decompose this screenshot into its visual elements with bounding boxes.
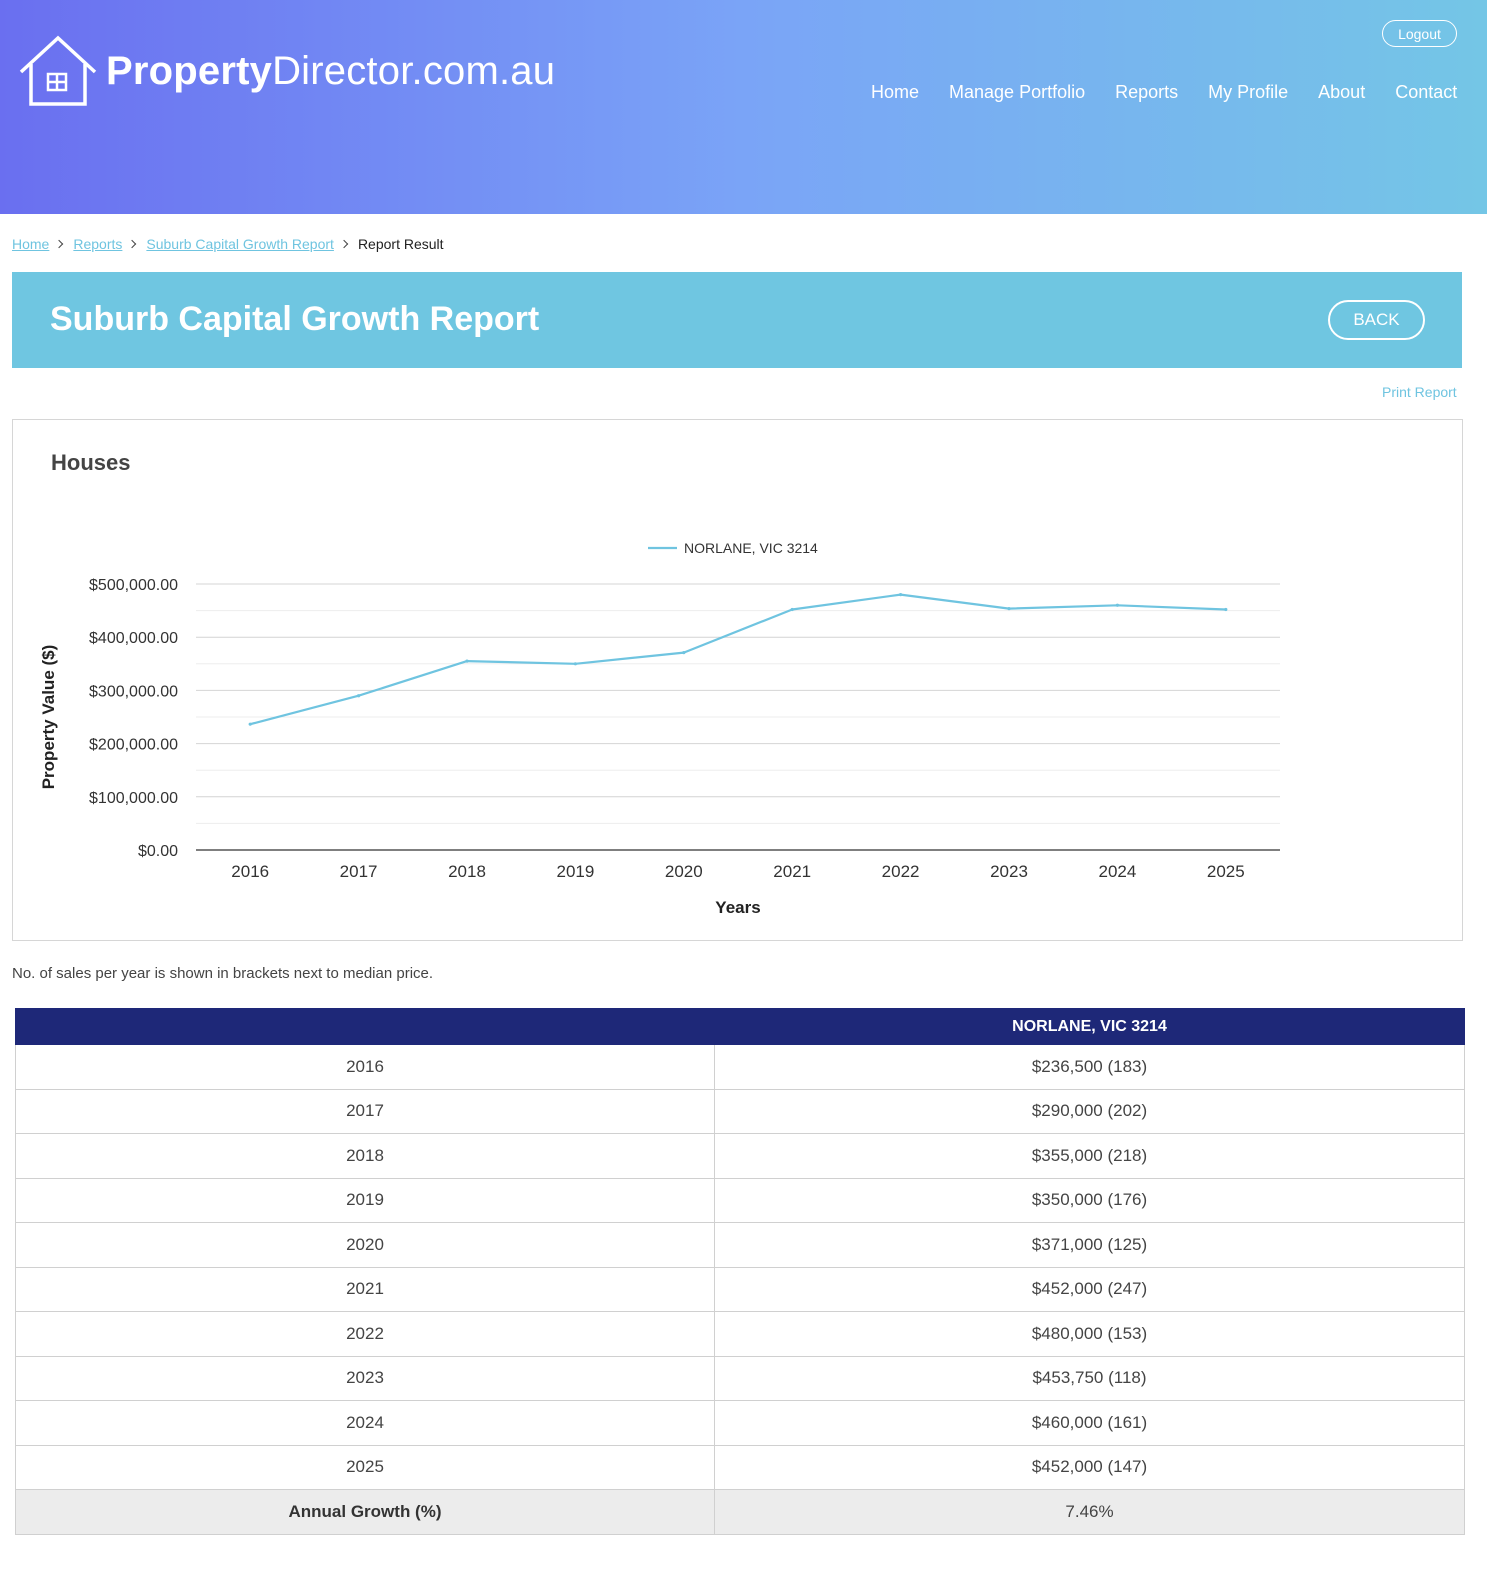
chart-section-title: Houses [51,450,131,475]
print-report-link[interactable]: Print Report [1382,384,1457,400]
breadcrumb: Home Reports Suburb Capital Growth Repor… [12,236,444,252]
median-price-cell: $460,000 (161) [714,1400,1465,1446]
table-header-row: NORLANE, VIC 3214 [15,1008,1465,1045]
main-nav: Home Manage Portfolio Reports My Profile… [871,82,1457,103]
data-point [899,593,903,597]
breadcrumb-reports[interactable]: Reports [73,236,123,252]
table-row: 2025 $452,000 (147) [15,1444,1465,1490]
median-price-cell: $480,000 (153) [714,1311,1465,1357]
x-tick-label: 2020 [665,862,703,881]
data-point [465,659,469,663]
table-row: 2018 $355,000 (218) [15,1133,1465,1179]
median-price-cell: $371,000 (125) [714,1222,1465,1268]
table-row: 2017 $290,000 (202) [15,1088,1465,1134]
chevron-right-icon [55,239,64,249]
breadcrumb-current: Report Result [357,236,444,252]
site-logo[interactable]: PropertyDirector.com.au [18,34,555,108]
nav-reports[interactable]: Reports [1115,82,1179,102]
chevron-right-icon [339,239,349,249]
x-tick-label: 2024 [1098,862,1136,881]
data-point [1224,607,1228,612]
x-tick-label: 2022 [882,862,920,881]
year-cell: 2019 [15,1177,715,1223]
table-row: 2023 $453,750 (118) [15,1355,1465,1401]
year-cell: 2018 [15,1133,715,1179]
year-cell: 2023 [15,1355,715,1401]
logout-button[interactable]: Logout [1382,20,1457,47]
annual-growth-label: Annual Growth (%) [15,1489,715,1535]
year-cell: 2017 [15,1088,715,1134]
data-point [682,651,686,655]
median-price-cell: $290,000 (202) [714,1088,1465,1134]
annual-growth-row: Annual Growth (%) 7.46% [15,1489,1465,1535]
x-tick-label: 2017 [340,862,378,881]
table-row: 2019 $350,000 (176) [15,1177,1465,1223]
median-price-cell: $452,000 (247) [714,1266,1465,1312]
table-header-suburb: NORLANE, VIC 3214 [714,1008,1465,1045]
breadcrumb-home[interactable]: Home [12,236,50,252]
median-price-cell: $453,750 (118) [714,1355,1465,1401]
table-row: 2021 $452,000 (247) [15,1266,1465,1312]
nav-contact[interactable]: Contact [1395,82,1458,102]
year-cell: 2020 [15,1222,715,1268]
table-row: 2020 $371,000 (125) [15,1222,1465,1268]
x-tick-label: 2021 [773,862,811,881]
median-price-cell: $355,000 (218) [714,1133,1465,1179]
legend-label: NORLANE, VIC 3214 [684,540,818,556]
sales-note: No. of sales per year is shown in bracke… [12,965,434,982]
y-tick-label: $400,000.00 [89,630,178,647]
nav-about[interactable]: About [1318,82,1366,102]
x-tick-label: 2019 [556,862,594,881]
table-row: 2016 $236,500 (183) [15,1044,1465,1090]
year-cell: 2016 [15,1044,715,1090]
logo-text: PropertyDirector.com.au [106,49,555,94]
y-tick-label: $300,000.00 [89,683,178,700]
annual-growth-value: 7.46% [714,1489,1465,1535]
logo-text-rest: Director.com.au [272,48,556,93]
y-tick-label: $200,000.00 [89,737,178,754]
page-title: Suburb Capital Growth Report [50,300,540,338]
year-cell: 2022 [15,1311,715,1357]
series-line [249,593,1226,726]
house-icon [19,35,97,106]
y-tick-label: $0.00 [138,843,178,860]
data-point [790,607,794,612]
table-row: 2022 $480,000 (153) [15,1311,1465,1357]
table-body: 2016 $236,500 (183) 2017 $290,000 (202) 2018… [15,1044,1465,1535]
nav-my-profile[interactable]: My Profile [1208,82,1289,102]
y-tick-label: $100,000.00 [89,790,178,807]
chevron-right-icon [128,239,137,249]
line-chart: $0.00 $100,000.00 $200,000.00 $300,000.00 $4… [39,540,1280,917]
logo-text-bold: Property [106,48,273,93]
year-cell: 2021 [15,1266,715,1312]
chart-panel: $0.00 $100,000.00 $200,000.00 $300,000.00 $4… [12,419,1463,941]
x-axis-title: Years [715,898,760,917]
data-point [573,662,578,666]
x-tick-label: 2016 [231,862,269,881]
median-price-cell: $452,000 (147) [714,1444,1465,1490]
results-table: NORLANE, VIC 3214 2016 $236,500 (183) 2017… [15,1008,1465,1535]
year-cell: 2025 [15,1444,715,1490]
x-tick-label: 2018 [448,862,486,881]
report-banner: Suburb Capital Growth Report BACK [12,272,1462,368]
breadcrumb-suburb-report[interactable]: Suburb Capital Growth Report [146,236,334,252]
site-header: PropertyDirector.com.au Logout Home Mana… [0,0,1487,214]
y-tick-label: $500,000.00 [89,577,178,594]
table-header-empty [15,1008,715,1045]
median-price-cell: $350,000 (176) [714,1177,1465,1223]
data-point [357,694,361,698]
nav-home[interactable]: Home [871,82,920,102]
data-point [1007,607,1011,611]
table-row: 2024 $460,000 (161) [15,1400,1465,1446]
year-cell: 2024 [15,1400,715,1446]
y-axis-title: Property Value ($) [39,645,58,790]
nav-manage-portfolio[interactable]: Manage Portfolio [949,82,1086,102]
back-button[interactable]: BACK [1328,300,1425,340]
data-point [248,722,252,726]
data-point [1115,603,1119,607]
x-tick-label: 2023 [990,862,1028,881]
median-price-cell: $236,500 (183) [714,1044,1465,1090]
x-tick-label: 2025 [1207,862,1245,881]
